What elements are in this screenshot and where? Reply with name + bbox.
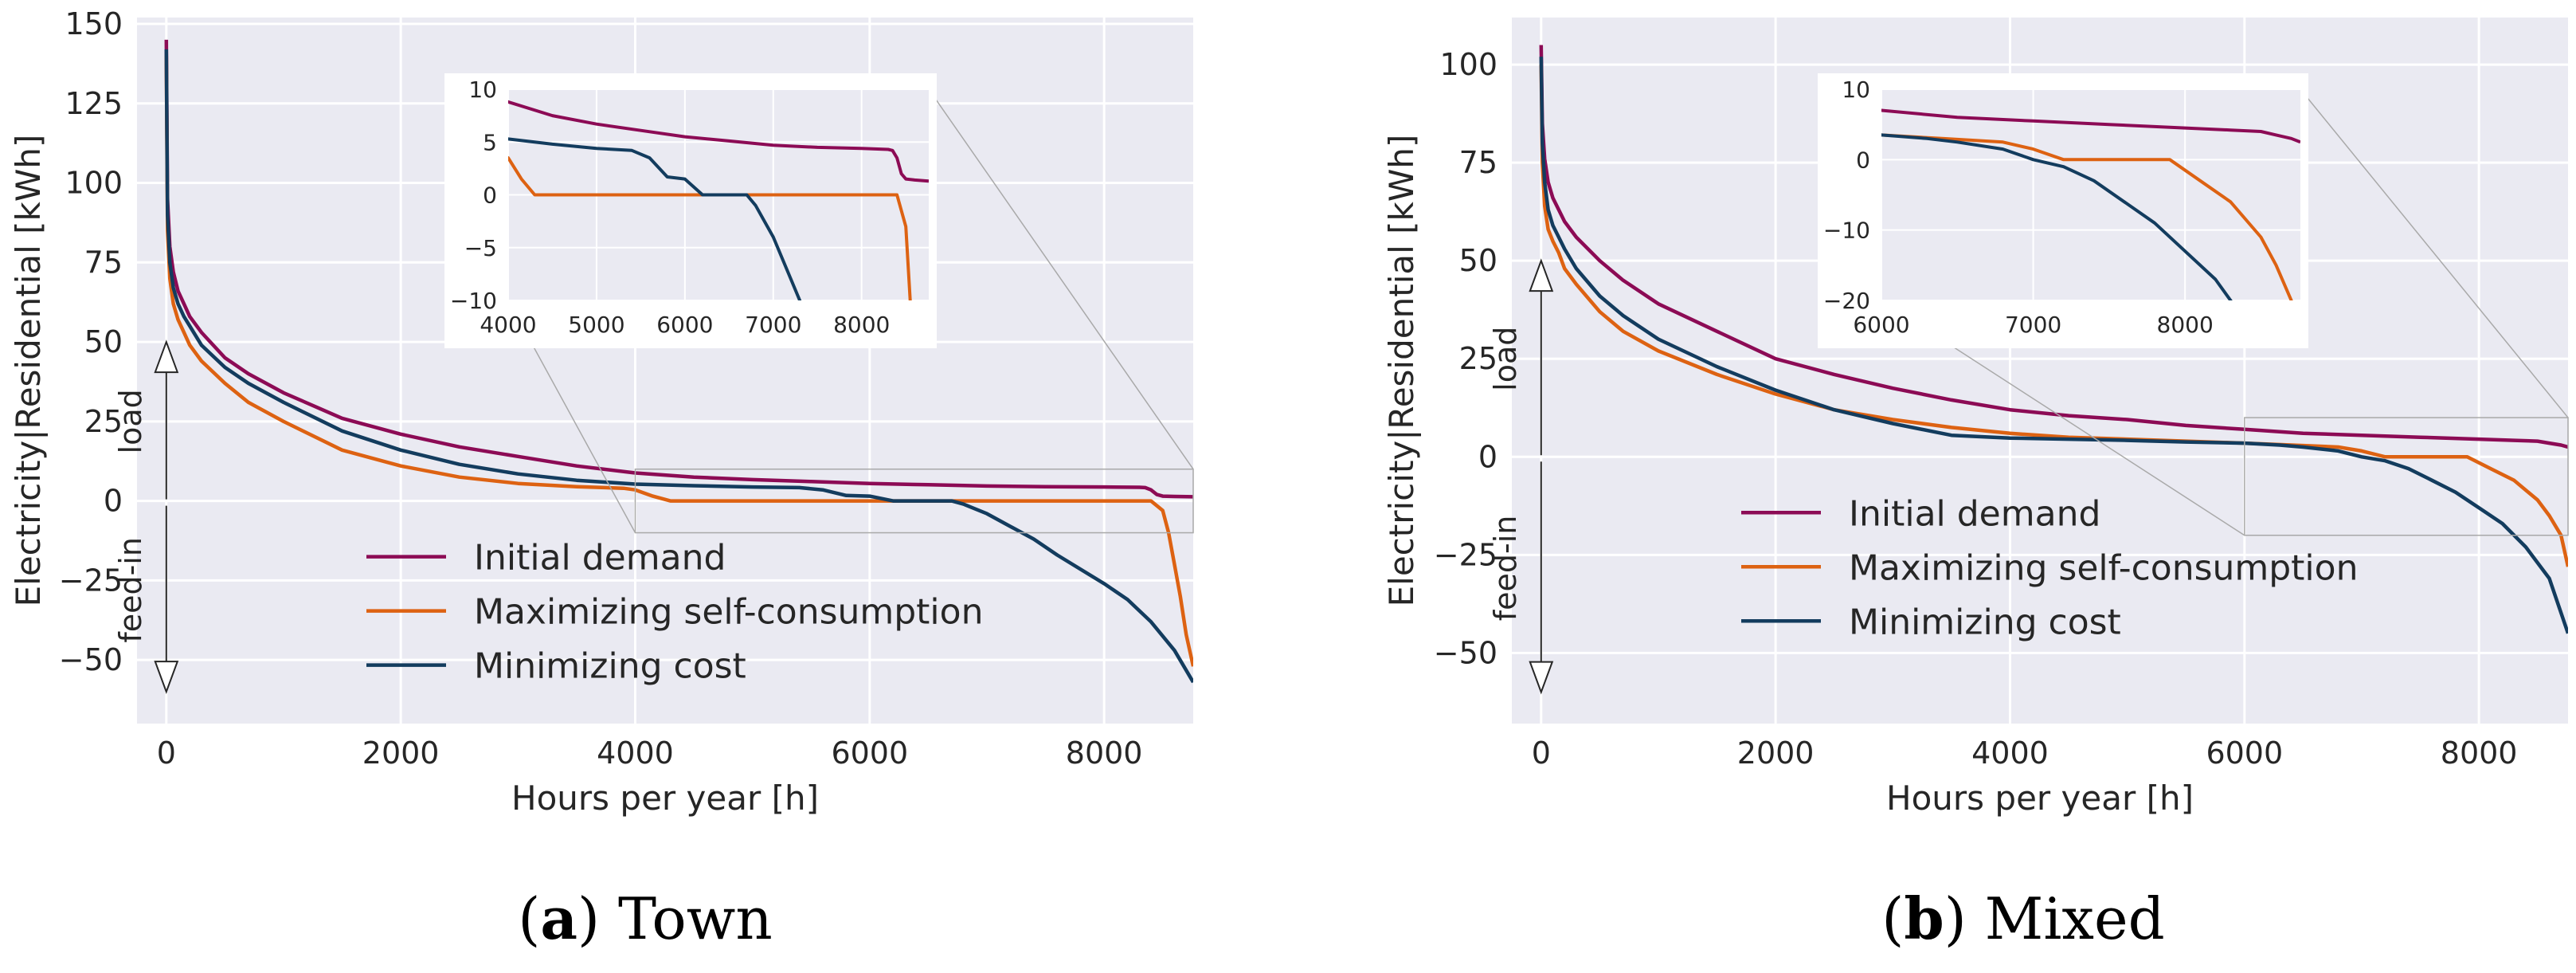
caption-text: ) Town xyxy=(577,885,773,952)
inset-x-tick-label: 4000 xyxy=(480,312,536,338)
x-tick-label: 4000 xyxy=(1971,736,2049,771)
x-tick-label: 2000 xyxy=(1737,736,1815,771)
legend-label: Maximizing self-consumption xyxy=(474,592,983,633)
y-tick-label: 0 xyxy=(1478,439,1497,474)
legend-label: Initial demand xyxy=(474,538,726,579)
series-line-initial xyxy=(1539,45,2568,449)
load-annotation: load xyxy=(1488,327,1523,391)
inset-y-tick-label: 10 xyxy=(468,77,497,103)
y-axis-label: Electricity|Residential [kWh] xyxy=(9,135,48,607)
y-tick-label: 0 xyxy=(104,484,123,519)
inset-y-tick-label: −10 xyxy=(450,288,497,314)
inset-y-tick-label: 5 xyxy=(483,129,497,155)
inset-x-tick-label: 7000 xyxy=(745,312,801,338)
inset-y-tick-label: 0 xyxy=(483,182,497,209)
series-line-mincost xyxy=(1539,57,2568,634)
inset-y-tick-label: −10 xyxy=(1823,218,1870,244)
inset-y-tick-label: −20 xyxy=(1823,288,1870,314)
caption: (a) Town xyxy=(518,885,773,952)
legend-label: Minimizing cost xyxy=(474,646,746,687)
inset-series-group xyxy=(1881,108,2300,300)
inset-y-tick-label: −5 xyxy=(464,235,497,261)
inset-x-tick-label: 8000 xyxy=(2157,312,2214,338)
feed-in-arrow-head xyxy=(1529,661,1554,695)
inset-series-line-mincost xyxy=(508,137,802,300)
y-tick-label: 100 xyxy=(1439,47,1497,82)
y-tick-label: 25 xyxy=(1459,341,1497,376)
x-tick-label: 2000 xyxy=(362,736,440,771)
feed-in-arrow-head xyxy=(154,661,179,694)
y-tick-label: −50 xyxy=(1434,635,1497,670)
y-tick-label: 75 xyxy=(84,245,123,280)
y-tick-label: −25 xyxy=(59,563,123,598)
legend-label: Maximizing self-consumption xyxy=(1849,547,2358,588)
caption: (b) Mixed xyxy=(1881,885,2164,952)
inset-chart: 4000 5000 6000 7000 8000 −10 −5 0 5 10 xyxy=(444,73,937,348)
x-tick-label: 0 xyxy=(157,736,176,771)
inset-series-line-selfcons xyxy=(1881,133,2293,300)
inset-x-tick-label: 6000 xyxy=(656,312,713,338)
feed-in-annotation: feed-in xyxy=(1488,516,1523,622)
y-axis-label: Electricity|Residential [kWh] xyxy=(1382,135,1421,607)
load-arrow-head xyxy=(1529,258,1554,292)
inset-x-tick-label: 7000 xyxy=(2005,312,2061,338)
y-tick-label: 50 xyxy=(84,324,123,359)
x-tick-label: 8000 xyxy=(2441,736,2518,771)
y-tick-label: −50 xyxy=(59,642,123,677)
series-line-selfcons xyxy=(1539,65,2568,567)
y-tick-label: 75 xyxy=(1459,145,1497,180)
y-tick-label: 125 xyxy=(65,86,123,121)
x-tick-label: 0 xyxy=(1532,736,1551,771)
zoom-region xyxy=(634,468,1194,534)
inset-y-tick-label: 10 xyxy=(1842,77,1870,103)
series-group xyxy=(164,39,1193,684)
inset-y-tick-label: 0 xyxy=(1856,147,1870,173)
load-annotation: load xyxy=(113,389,148,453)
caption-letter: a xyxy=(540,885,577,952)
inset-series-group xyxy=(508,100,929,300)
x-tick-label: 8000 xyxy=(1066,736,1143,771)
load-arrow-head xyxy=(154,339,179,374)
series-line-initial xyxy=(164,39,1193,499)
inset-series-line-initial xyxy=(508,100,929,183)
y-tick-label: 150 xyxy=(65,6,123,41)
inset-chart: 6000 7000 8000 −20 −10 0 10 xyxy=(1818,73,2308,348)
inset-x-tick-label: 5000 xyxy=(568,312,624,338)
x-tick-label: 6000 xyxy=(2206,736,2283,771)
x-tick-label: 6000 xyxy=(831,736,908,771)
chart-panel-town: 0 2000 4000 6000 8000−50−250255075100125150H… xyxy=(9,6,1194,952)
zoom-connector xyxy=(2300,88,2569,418)
inset-x-tick-label: 8000 xyxy=(833,312,890,338)
inset-x-tick-label: 6000 xyxy=(1853,312,1909,338)
y-tick-label: 50 xyxy=(1459,243,1497,278)
zoom-connector xyxy=(928,88,1194,470)
caption-letter: b xyxy=(1904,885,1944,952)
inset-plot-area xyxy=(1881,89,2300,300)
caption-text: ) Mixed xyxy=(1944,885,2165,952)
inset-series-line-initial xyxy=(1881,108,2300,144)
legend-label: Initial demand xyxy=(1849,493,2100,534)
series-line-selfcons xyxy=(164,55,1193,667)
y-tick-label: 100 xyxy=(65,166,123,201)
caption-open-paren: ( xyxy=(518,885,540,952)
inset-series-line-selfcons xyxy=(508,155,912,300)
caption-open-paren: ( xyxy=(1881,885,1904,952)
series-group xyxy=(1539,45,2568,634)
x-axis-label: Hours per year [h] xyxy=(1886,779,2194,818)
series-line-mincost xyxy=(164,49,1193,684)
legend-label: Minimizing cost xyxy=(1849,602,2121,642)
x-tick-label: 4000 xyxy=(597,736,674,771)
inset-series-line-mincost xyxy=(1881,133,2233,300)
feed-in-annotation: feed-in xyxy=(113,537,148,643)
zoom-region xyxy=(2244,417,2569,536)
x-axis-label: Hours per year [h] xyxy=(511,779,819,818)
y-tick-label: −25 xyxy=(1434,537,1497,572)
y-tick-label: 25 xyxy=(84,404,123,439)
